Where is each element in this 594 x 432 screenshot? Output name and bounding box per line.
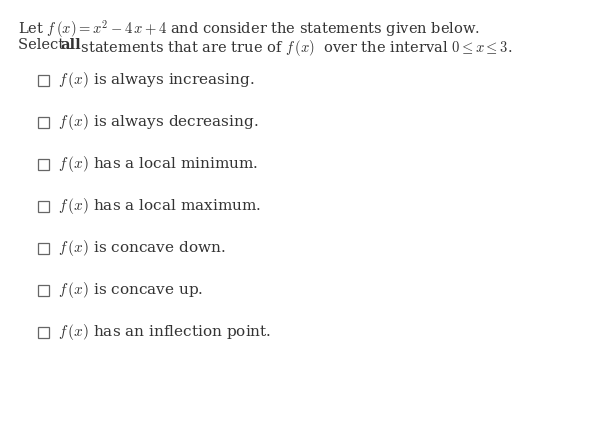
Bar <box>38 159 49 169</box>
Text: $f\,(x)$ is always decreasing.: $f\,(x)$ is always decreasing. <box>58 112 258 132</box>
Text: $f\,(x)$ is concave down.: $f\,(x)$ is concave down. <box>58 238 226 258</box>
Text: statements that are true of $f\,(x)$  over the interval $0 \leq x \leq 3$.: statements that are true of $f\,(x)$ ove… <box>76 38 513 58</box>
Bar <box>38 200 49 212</box>
Bar <box>38 74 49 86</box>
Text: all: all <box>60 38 81 52</box>
Text: $f\,(x)$ has an inflection point.: $f\,(x)$ has an inflection point. <box>58 322 271 342</box>
Bar <box>38 327 49 337</box>
Text: Select: Select <box>18 38 69 52</box>
Text: Let $f\,(x) = x^2 - 4\,x + 4$ and consider the statements given below.: Let $f\,(x) = x^2 - 4\,x + 4$ and consid… <box>18 18 480 40</box>
Text: $f\,(x)$ has a local maximum.: $f\,(x)$ has a local maximum. <box>58 196 261 216</box>
Text: $f\,(x)$ is always increasing.: $f\,(x)$ is always increasing. <box>58 70 254 90</box>
Bar <box>38 117 49 127</box>
Text: $f\,(x)$ has a local minimum.: $f\,(x)$ has a local minimum. <box>58 154 258 174</box>
Text: $f\,(x)$ is concave up.: $f\,(x)$ is concave up. <box>58 280 203 300</box>
Bar <box>38 242 49 254</box>
Bar <box>38 285 49 295</box>
